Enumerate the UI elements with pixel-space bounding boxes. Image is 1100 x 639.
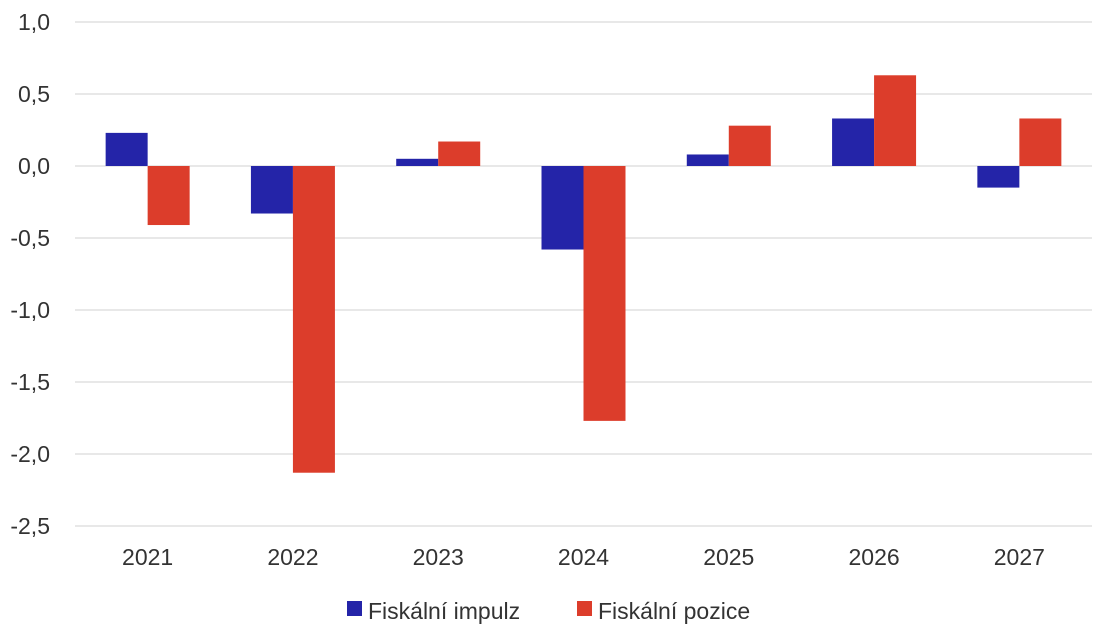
bar-fiskalni-impulz-2027: [977, 166, 1020, 188]
legend-label: Fiskální pozice: [598, 598, 750, 624]
bar-fiskalni-impulz-2025: [686, 154, 729, 166]
bar-fiskalni-impulz-2022: [250, 166, 293, 214]
legend-label: Fiskální impulz: [368, 598, 520, 624]
legend-swatch: [577, 601, 592, 616]
x-tick-label: 2024: [558, 544, 609, 570]
bar-fiskalni-pozice-2021: [147, 166, 190, 226]
bar-fiskalni-pozice-2023: [438, 141, 481, 166]
x-tick-label: 2021: [122, 544, 173, 570]
x-tick-label: 2027: [994, 544, 1045, 570]
y-tick-label: 0,0: [18, 153, 50, 179]
x-tick-label: 2023: [413, 544, 464, 570]
bar-fiskalni-impulz-2024: [541, 166, 584, 250]
y-tick-label: -1,5: [10, 369, 50, 395]
bars: [105, 75, 1062, 473]
y-tick-label: 1,0: [18, 9, 50, 35]
y-tick-label: -2,0: [10, 441, 50, 467]
y-axis-ticks: 1,0 0,5 0,0 -0,5 -1,0 -1,5 -2,0 -2,5: [10, 9, 50, 539]
y-tick-label: -1,0: [10, 297, 50, 323]
y-tick-label: -0,5: [10, 225, 50, 251]
bar-fiskalni-pozice-2025: [728, 125, 771, 166]
x-axis-ticks: 2021 2022 2023 2024 2025 2026 2027: [122, 544, 1045, 570]
bar-fiskalni-impulz-2026: [832, 118, 875, 166]
x-tick-label: 2022: [267, 544, 318, 570]
x-tick-label: 2026: [848, 544, 899, 570]
legend-swatch: [347, 601, 362, 616]
bar-fiskalni-impulz-2023: [396, 158, 439, 166]
x-tick-label: 2025: [703, 544, 754, 570]
legend: Fiskální impulz Fiskální pozice: [347, 598, 750, 624]
bar-fiskalni-pozice-2024: [583, 166, 626, 421]
bar-fiskalni-pozice-2022: [292, 166, 335, 473]
y-tick-label: -2,5: [10, 513, 50, 539]
y-tick-label: 0,5: [18, 81, 50, 107]
bar-fiskalni-impulz-2021: [105, 132, 148, 166]
bar-fiskalni-pozice-2027: [1019, 118, 1062, 166]
bar-fiskalni-pozice-2026: [874, 75, 917, 166]
